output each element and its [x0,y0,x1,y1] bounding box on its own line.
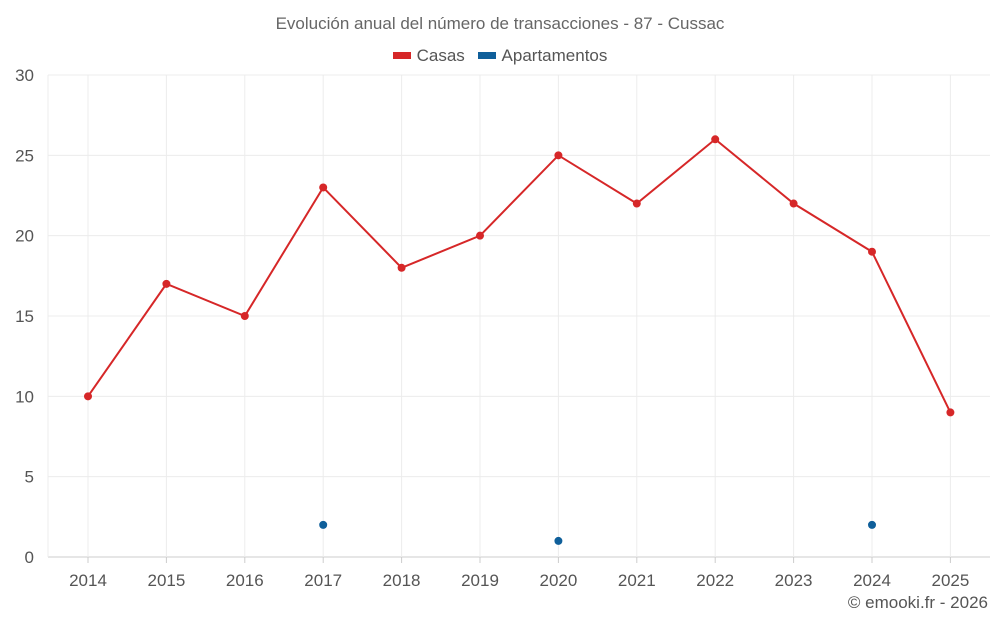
data-point-casas [240,312,249,320]
legend-label-apartamentos: Apartamentos [501,45,608,65]
x-tick-label: 2024 [853,571,891,590]
data-point-casas [162,279,171,288]
data-point-casas [476,231,484,240]
y-tick-label: 20 [15,227,34,246]
legend-label-casas: Casas [416,45,465,65]
legend-swatch-apartamentos [477,52,496,59]
y-tick-label: 25 [15,146,34,165]
series-line-casas [87,137,952,413]
x-tick-label: 2020 [539,571,577,590]
data-point-casas [84,392,92,401]
data-point-apartamentos [868,520,876,529]
y-tick-label: 10 [15,387,34,406]
data-point-casas [554,151,563,160]
legend-item-casas[interactable]: Casas [392,45,465,66]
x-tick-label: 2014 [69,571,107,590]
data-point-casas [711,135,720,144]
x-tick-label: 2015 [147,571,185,590]
legend-item-apartamentos[interactable]: Apartamentos [477,45,608,66]
y-tick-label: 30 [15,66,34,85]
chart-title: Evolución anual del número de transaccio… [275,14,725,33]
x-tick-label: 2025 [931,571,969,590]
y-tick-label: 15 [15,307,34,326]
x-tick-label: 2022 [696,571,734,590]
y-tick-label: 0 [25,548,34,567]
x-tick-label: 2021 [618,571,656,590]
x-tick-label: 2016 [226,571,264,590]
y-tick-label: 5 [25,468,34,487]
data-point-casas [946,408,955,417]
credit-text: © emooki.fr - 2026 [847,593,988,612]
data-point-casas [319,183,328,192]
x-tick-label: 2018 [383,571,421,590]
data-point-casas [789,199,798,208]
x-tick-label: 2023 [775,571,813,590]
x-tick-label: 2017 [304,571,342,590]
data-point-apartamentos [554,536,563,545]
data-point-apartamentos [319,520,328,529]
legend-swatch-casas [392,52,411,59]
data-point-casas [868,247,876,256]
data-point-casas [632,199,641,208]
data-point-casas [397,263,406,272]
x-tick-label: 2019 [461,571,499,590]
legend: Casas Apartamentos [0,44,1000,66]
